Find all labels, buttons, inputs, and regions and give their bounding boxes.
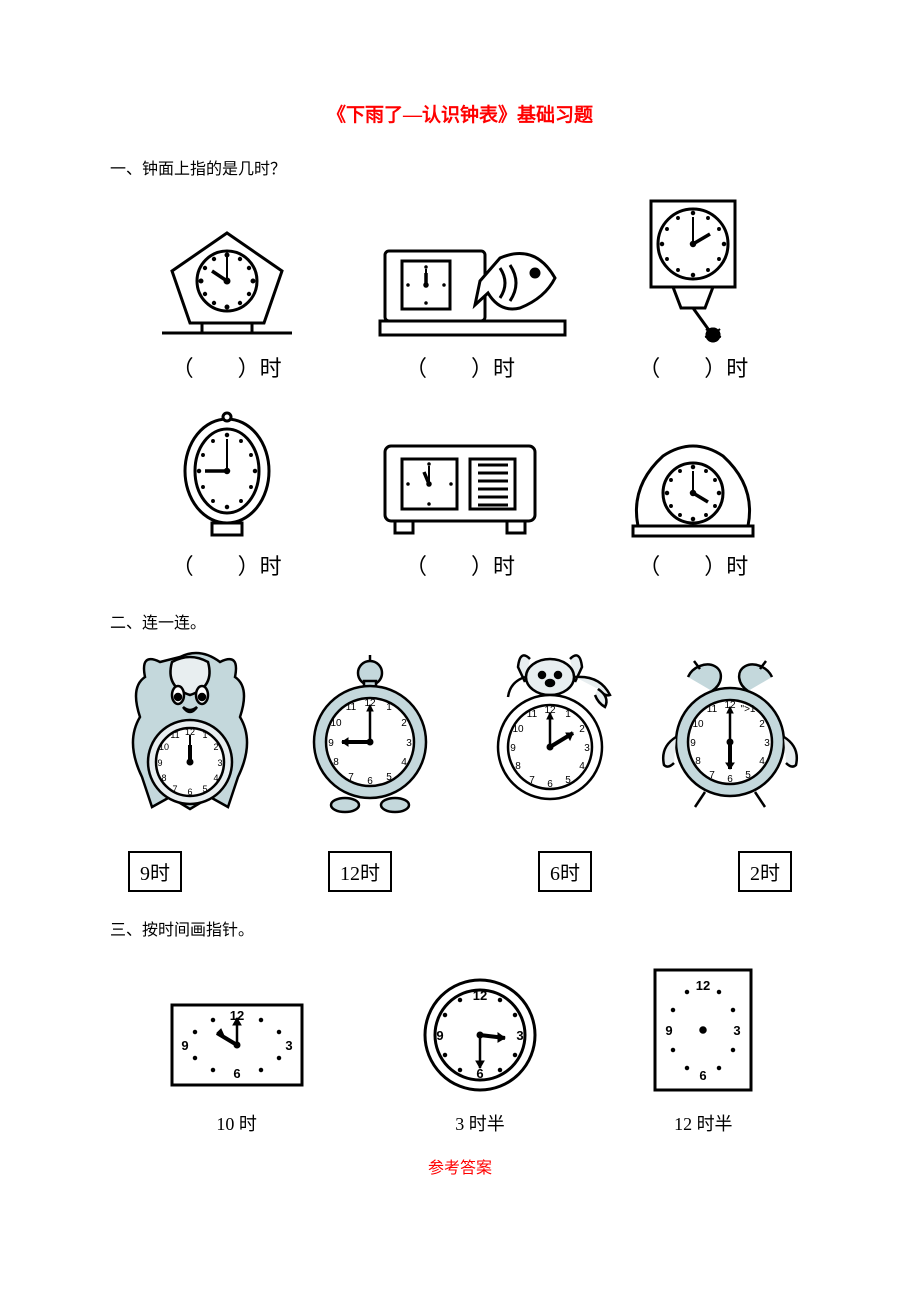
svg-text:3: 3 (217, 758, 222, 768)
svg-text:9: 9 (328, 738, 334, 749)
q2-answers: 9时 12时 6时 2时 (110, 851, 810, 892)
svg-text:10: 10 (512, 724, 524, 735)
svg-text:9: 9 (690, 738, 696, 749)
svg-text:7: 7 (348, 772, 354, 783)
svg-text:8: 8 (161, 773, 166, 783)
q2-heading: 二、连一连。 (110, 609, 810, 633)
q2-answer-box: 6时 (538, 851, 592, 892)
svg-text:11: 11 (346, 702, 357, 713)
svg-text:6: 6 (233, 1066, 240, 1081)
svg-text:3: 3 (285, 1038, 292, 1053)
svg-text:7: 7 (529, 775, 535, 786)
svg-text:4: 4 (401, 757, 407, 768)
svg-text:4: 4 (213, 773, 218, 783)
svg-text:7: 7 (709, 770, 715, 781)
svg-text:7: 7 (172, 784, 177, 794)
svg-text:10: 10 (159, 742, 169, 752)
svg-text:6: 6 (547, 779, 553, 790)
svg-text:3: 3 (764, 738, 770, 749)
q2-answer-box: 9时 (128, 851, 182, 892)
svg-text:9: 9 (181, 1038, 188, 1053)
answer-key-heading: 参考答案 (110, 1154, 810, 1178)
q3-label: 10 时 (157, 1110, 317, 1136)
q3-clock-3: 12 6 9 3 12 时半 (643, 960, 763, 1136)
q2-clock-1: 126 93 12 45 78 1011 (110, 647, 270, 817)
q1-clock-5 (370, 431, 550, 541)
svg-text:9: 9 (510, 743, 516, 754)
q2-clock-2: 126 93 12 45 78 1011 (290, 647, 450, 817)
svg-text:8: 8 (333, 757, 339, 768)
q1-blank: （ ）时 (370, 351, 550, 383)
q1-clock-6 (603, 431, 783, 541)
q3-label: 3 时半 (410, 1110, 550, 1136)
q3-clock-1: 126 93 10 时 (157, 990, 317, 1136)
svg-text:2: 2 (759, 719, 765, 730)
svg-text:5: 5 (745, 770, 751, 781)
q1-row1 (110, 193, 810, 343)
worksheet-title: 《下雨了—认识钟表》基础习题 (110, 100, 810, 127)
q1-clock-1 (137, 223, 317, 343)
svg-text:6: 6 (187, 787, 192, 797)
svg-text:1: 1 (386, 702, 392, 713)
svg-text:8: 8 (515, 761, 521, 772)
svg-text:4: 4 (579, 761, 585, 772)
svg-text:8: 8 (695, 756, 701, 767)
svg-text:1: 1 (202, 730, 207, 740)
q1-blank: （ ）时 (137, 549, 317, 581)
svg-text:6: 6 (700, 1068, 707, 1083)
q2-answer-box: 12时 (328, 851, 392, 892)
svg-text:6: 6 (727, 774, 733, 785)
svg-text:9: 9 (436, 1028, 443, 1043)
q1-blank: （ ）时 (603, 351, 783, 383)
q3-clocks: 12 6 9 3 10 时 (110, 960, 810, 1136)
q1-clock-3 (603, 193, 783, 343)
svg-text:9: 9 (666, 1023, 673, 1038)
q1-blank: （ ）时 (137, 351, 317, 383)
svg-text:4: 4 (759, 756, 765, 767)
svg-text:2: 2 (579, 724, 585, 735)
svg-text:11: 11 (707, 704, 718, 715)
q2-answer-box: 2时 (738, 851, 792, 892)
svg-text:5: 5 (386, 772, 392, 783)
q1-clock-2 (370, 223, 550, 343)
svg-text:11: 11 (527, 709, 538, 720)
q2-clock-3: 126 93 12 45 78 1011 (470, 647, 630, 817)
svg-text:10: 10 (692, 719, 704, 730)
q1-blank: （ ）时 (603, 549, 783, 581)
svg-text:12: 12 (473, 988, 487, 1003)
q3-heading: 三、按时间画指针。 (110, 916, 810, 940)
svg-text:6: 6 (367, 776, 373, 787)
q3-clock-2: 126 93 3 时半 (410, 970, 550, 1136)
q1-clock-4 (137, 411, 317, 541)
svg-text:3: 3 (516, 1028, 523, 1043)
svg-text:11: 11 (170, 730, 179, 740)
svg-text:1: 1 (565, 709, 571, 720)
svg-text:">1: ">1 (741, 704, 756, 715)
svg-text:3: 3 (406, 738, 412, 749)
svg-text:10: 10 (330, 718, 342, 729)
q1-row2 (110, 411, 810, 541)
q1-labels-row2: （ ）时 （ ）时 （ ）时 (110, 549, 810, 581)
svg-text:3: 3 (734, 1023, 741, 1038)
svg-text:12: 12 (696, 978, 710, 993)
q3-label: 12 时半 (643, 1110, 763, 1136)
q2-clocks: 126 93 12 45 78 1011 (110, 647, 810, 817)
svg-text:5: 5 (202, 784, 207, 794)
svg-text:2: 2 (213, 742, 218, 752)
q1-labels-row1: （ ）时 （ ）时 （ ）时 (110, 351, 810, 383)
svg-text:9: 9 (157, 758, 162, 768)
svg-text:3: 3 (584, 743, 590, 754)
svg-text:5: 5 (565, 775, 571, 786)
q1-heading: 一、钟面上指的是几时？ (110, 155, 810, 179)
svg-text:2: 2 (401, 718, 407, 729)
q1-blank: （ ）时 (370, 549, 550, 581)
q2-clock-4: 126 93 ">12 45 78 1011 (650, 647, 810, 817)
